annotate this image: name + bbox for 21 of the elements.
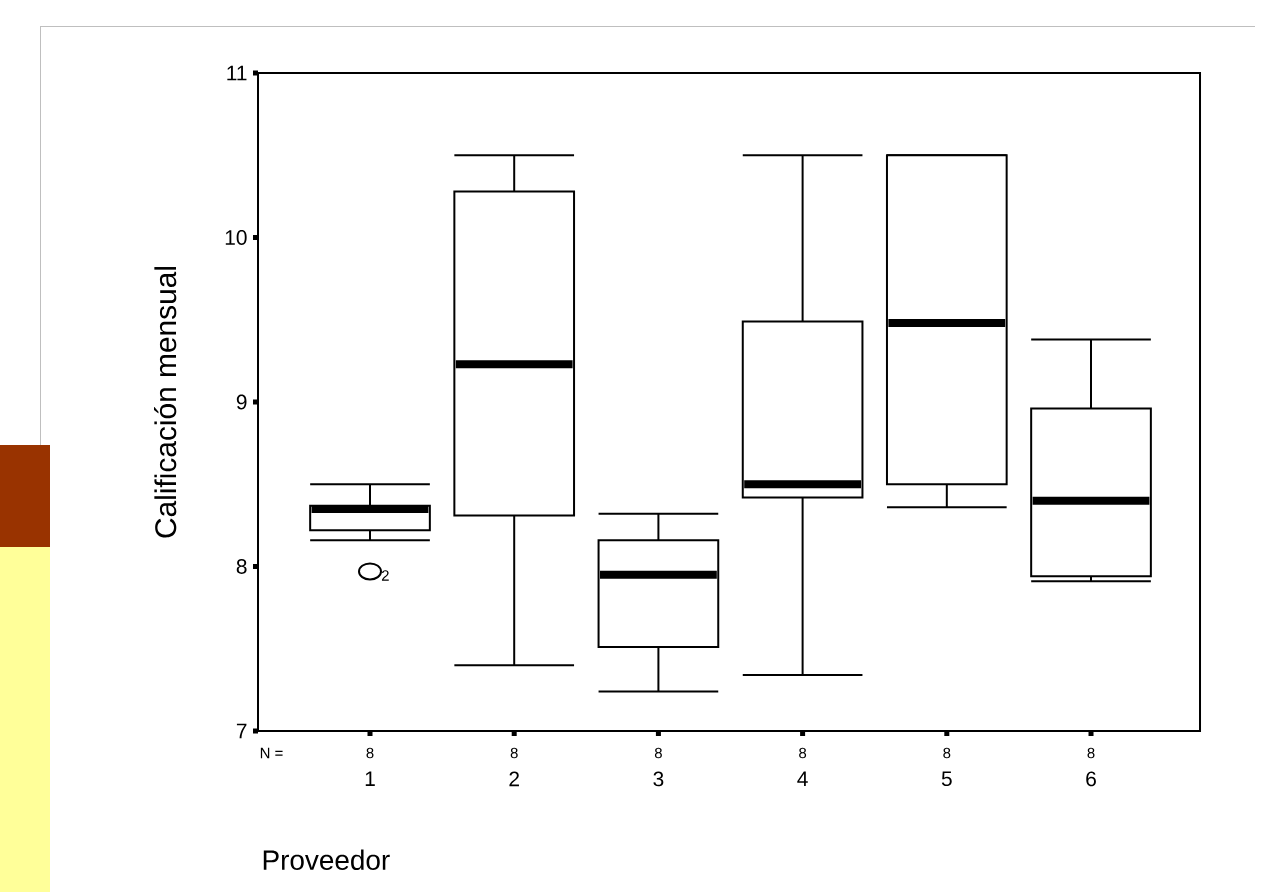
y-tick-label: 8 xyxy=(236,559,247,574)
text: 8 xyxy=(366,747,374,759)
x-tick-label: 3 xyxy=(653,771,664,787)
y-tick-label: 7 xyxy=(236,723,247,739)
x-axis-title: Proveedor xyxy=(263,849,390,870)
x-tick-label: 6 xyxy=(1086,771,1096,787)
x-tick-label: 4 xyxy=(797,771,808,786)
annotation: 2 xyxy=(381,570,389,581)
text: 8 xyxy=(654,747,662,759)
text: 8 xyxy=(943,747,951,759)
text: 8 xyxy=(1087,747,1095,759)
y-tick-label: 9 xyxy=(236,394,247,410)
y-tick-label: 10 xyxy=(225,230,247,245)
x-tick-label: 5 xyxy=(941,771,952,787)
text: 8 xyxy=(510,747,518,759)
x-tick-label: 1 xyxy=(365,771,375,786)
text: N = xyxy=(260,747,283,759)
y-tick-label: 11 xyxy=(227,65,247,81)
x-tick-label: 2 xyxy=(509,771,519,787)
y-axis-title: Calificación mensual xyxy=(154,267,177,538)
text: 8 xyxy=(799,747,807,759)
